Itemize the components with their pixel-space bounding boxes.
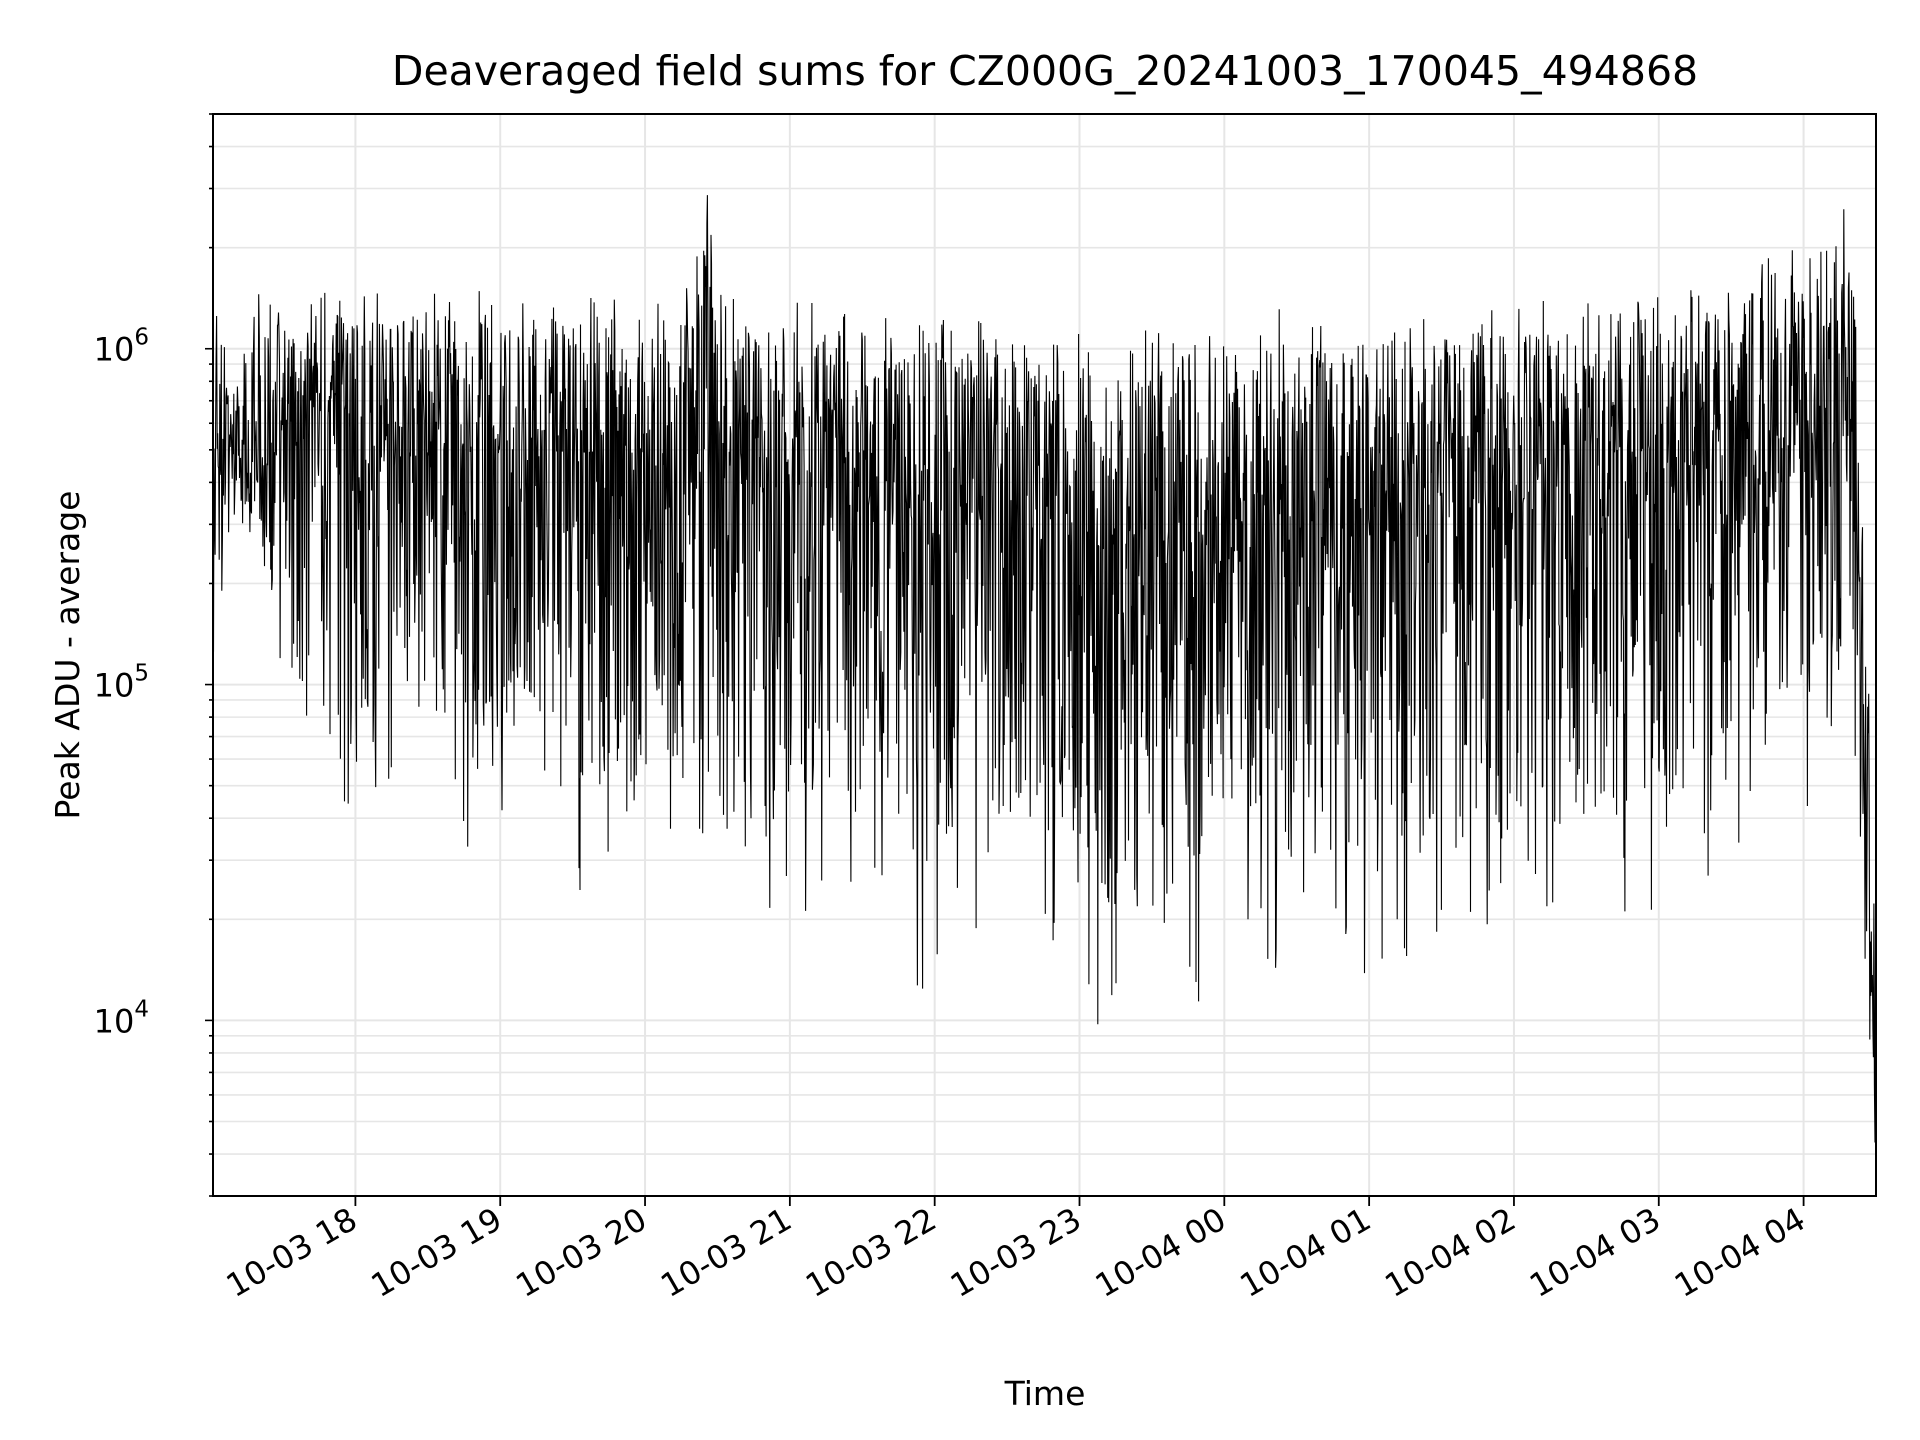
y-tick-base: 10	[94, 1002, 135, 1040]
y-tick-base: 10	[94, 667, 135, 705]
y-tick-label: 106	[94, 325, 149, 369]
plot-area	[213, 195, 1876, 1143]
x-axis-label: Time	[1004, 1374, 1086, 1413]
series-line-0	[213, 195, 1876, 1143]
y-tick-exponent: 6	[134, 325, 149, 351]
chart-title: Deaveraged field sums for CZ000G_2024100…	[392, 47, 1698, 95]
plot-frame	[212, 113, 1877, 1197]
y-tick-label: 104	[94, 996, 149, 1040]
y-tick-exponent: 5	[134, 661, 149, 687]
y-tick-base: 10	[94, 331, 135, 369]
y-tick-label: 105	[94, 661, 149, 705]
y-axis-label: Peak ADU - average	[48, 491, 87, 820]
y-tick-exponent: 4	[134, 996, 149, 1022]
